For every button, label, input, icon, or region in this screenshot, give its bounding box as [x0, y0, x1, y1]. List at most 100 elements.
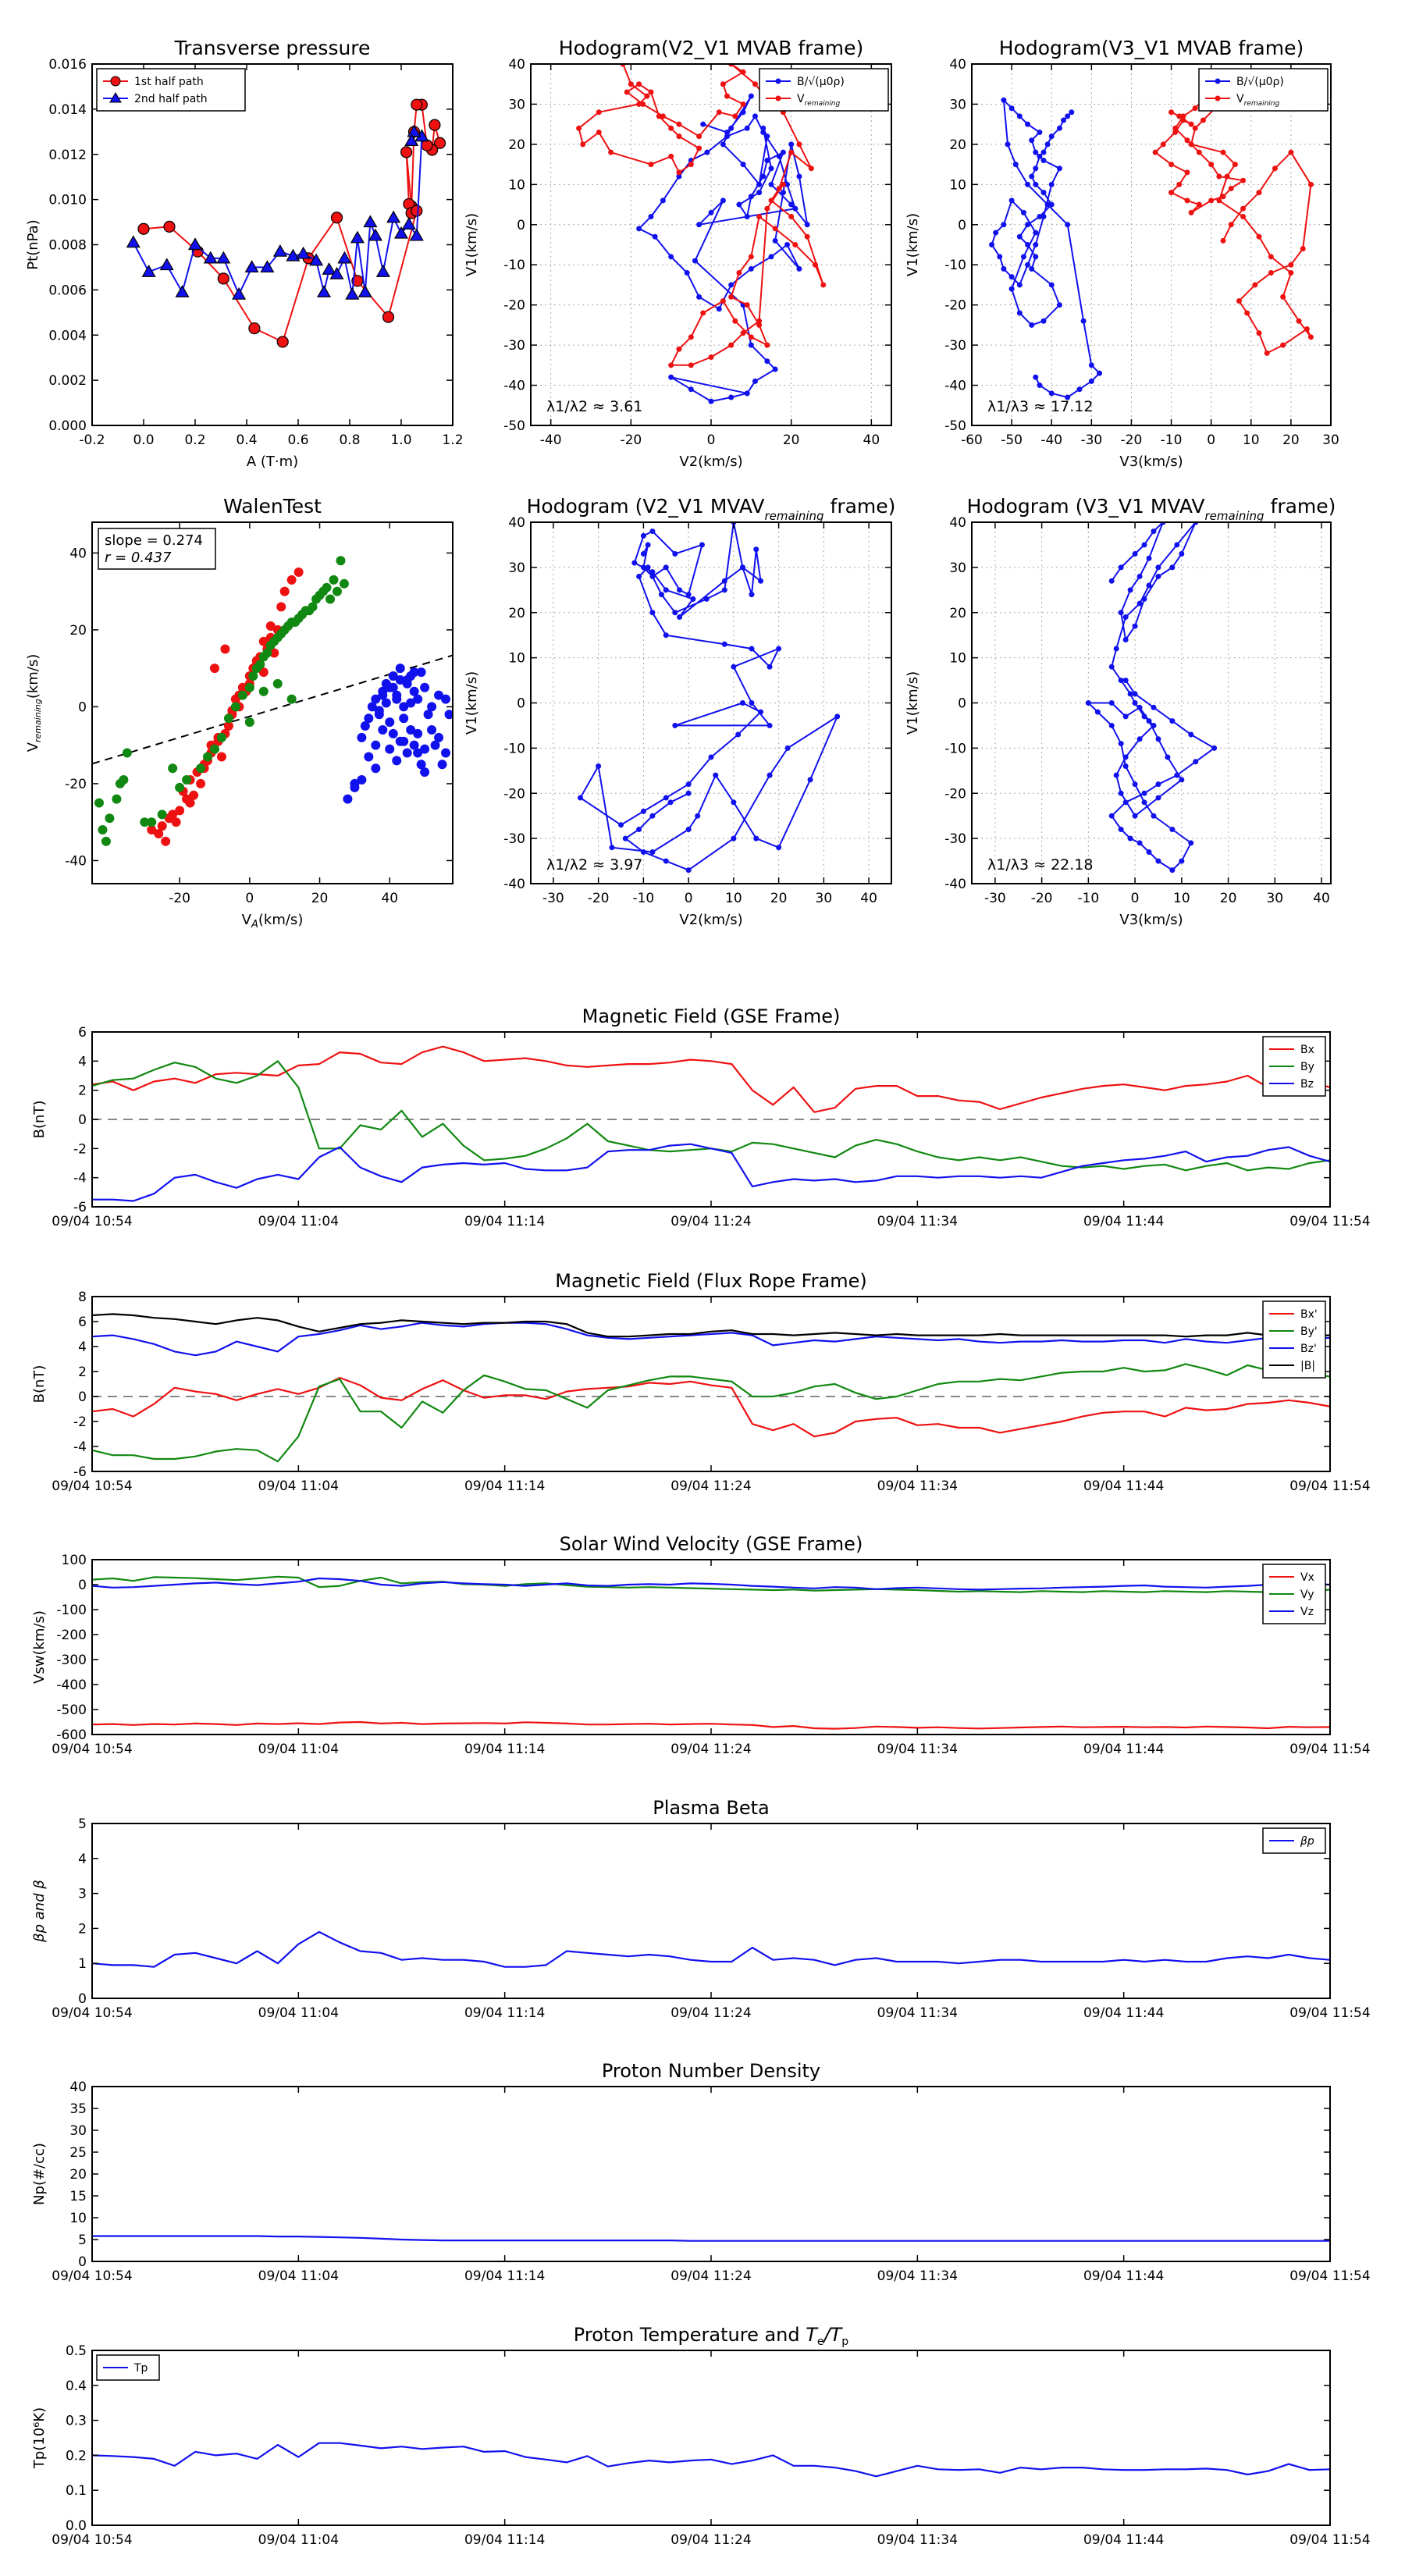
- data-point: [1016, 233, 1023, 240]
- plots-layer: Transverse pressure0.0000.0020.0040.0060…: [25, 37, 1371, 2548]
- y-tick-label: 2: [78, 1364, 87, 1380]
- data-point: [329, 266, 344, 279]
- data-point: [388, 671, 398, 681]
- data-point: [744, 390, 750, 397]
- data-point: [748, 334, 754, 340]
- data-point: [1192, 105, 1198, 112]
- data-point: [676, 169, 682, 176]
- data-point: [1118, 790, 1124, 796]
- data-point: [776, 646, 782, 652]
- x-tick-label: 09/04 11:34: [877, 1478, 958, 1494]
- data-point: [740, 69, 746, 75]
- data-point: [385, 744, 395, 754]
- data-point: [1118, 564, 1124, 571]
- data-point: [368, 228, 383, 241]
- y-tick-label: -50: [503, 418, 525, 434]
- x-tick-label: 09/04 11:44: [1083, 1478, 1164, 1494]
- series-group: [578, 522, 841, 873]
- data-point: [1220, 237, 1226, 244]
- data-point: [690, 596, 696, 602]
- data-point: [696, 294, 702, 300]
- y-tick-label: 3: [78, 1887, 87, 1902]
- data-point: [740, 101, 746, 107]
- data-point: [748, 265, 754, 272]
- data-point: [223, 713, 233, 724]
- data-point: [764, 205, 770, 212]
- data-point: [660, 113, 666, 119]
- data-point: [649, 813, 656, 819]
- data-point: [363, 215, 378, 228]
- y-tick-label: -600: [56, 1727, 87, 1743]
- x-tick-label: 09/04 11:14: [464, 2268, 545, 2284]
- data-point: [385, 717, 395, 728]
- data-point: [119, 775, 129, 785]
- series-group: [1085, 522, 1218, 873]
- data-point: [1151, 813, 1157, 819]
- data-point: [392, 756, 402, 766]
- series-line-By': [92, 1363, 1330, 1463]
- series-line-Bx': [92, 1376, 1330, 1438]
- data-point: [1029, 265, 1035, 272]
- series-group: [92, 1313, 1330, 1463]
- x-tick-label: -50: [1001, 432, 1023, 448]
- data-point: [1180, 113, 1186, 119]
- data-point: [748, 342, 754, 348]
- data-point: [1146, 555, 1152, 561]
- data-point: [649, 569, 656, 575]
- data-point: [688, 386, 694, 393]
- data-point: [580, 141, 586, 148]
- data-point: [688, 334, 694, 340]
- series-line-|B|: [92, 1313, 1330, 1338]
- data-point: [1033, 165, 1039, 172]
- data-point: [1228, 185, 1234, 191]
- data-point: [1288, 270, 1294, 276]
- data-point: [1127, 587, 1133, 593]
- data-point: [1180, 117, 1186, 123]
- data-point: [203, 752, 213, 762]
- data-point: [699, 542, 705, 548]
- data-point: [1136, 736, 1143, 742]
- data-point: [663, 632, 669, 639]
- data-point: [429, 119, 441, 131]
- x-tick-label: 09/04 11:44: [1083, 1214, 1164, 1229]
- data-point: [1020, 209, 1026, 215]
- data-point: [147, 825, 157, 835]
- data-point: [395, 736, 405, 746]
- data-point: [357, 285, 372, 297]
- x-tick-label: 09/04 11:14: [464, 1214, 545, 1229]
- x-tick-label: -20: [588, 891, 610, 906]
- data-point: [322, 582, 332, 592]
- x-tick-label: 1.0: [390, 432, 411, 448]
- data-point: [1001, 97, 1007, 103]
- chart-ts_beta: Plasma Beta 0 1 2 3 4 5 09/04 10:54 09/04 11:04 0…: [31, 1797, 1371, 2021]
- data-point: [1033, 374, 1039, 380]
- x-tick-label: 09/04 10:54: [52, 1742, 132, 1757]
- y-tick-label: -10: [503, 741, 525, 756]
- data-point: [1179, 551, 1185, 557]
- data-point: [1048, 390, 1055, 397]
- data-point: [1155, 564, 1161, 571]
- data-point: [1264, 350, 1270, 356]
- series-group: [92, 1045, 1330, 1202]
- x-tick-label: 09/04 11:04: [258, 2268, 339, 2284]
- data-point: [1037, 153, 1043, 159]
- data-point: [343, 794, 353, 804]
- data-point: [648, 89, 654, 95]
- data-point: [784, 181, 791, 187]
- data-point: [399, 702, 409, 712]
- data-point: [216, 251, 231, 264]
- data-point: [780, 190, 786, 196]
- x-tick-label: -0.2: [79, 432, 105, 448]
- data-point: [1088, 362, 1094, 368]
- y-tick-label: 0.004: [48, 328, 87, 343]
- y-axis-label: B(nT): [31, 1365, 48, 1404]
- data-point: [663, 795, 669, 801]
- data-point: [196, 778, 206, 788]
- data-point: [1132, 700, 1138, 706]
- data-point: [1008, 197, 1015, 204]
- data-point: [1113, 646, 1119, 652]
- y-axis-label: Vsw(km/s): [31, 1610, 48, 1684]
- data-point: [720, 298, 726, 304]
- data-point: [724, 129, 731, 135]
- series-group: [126, 98, 446, 348]
